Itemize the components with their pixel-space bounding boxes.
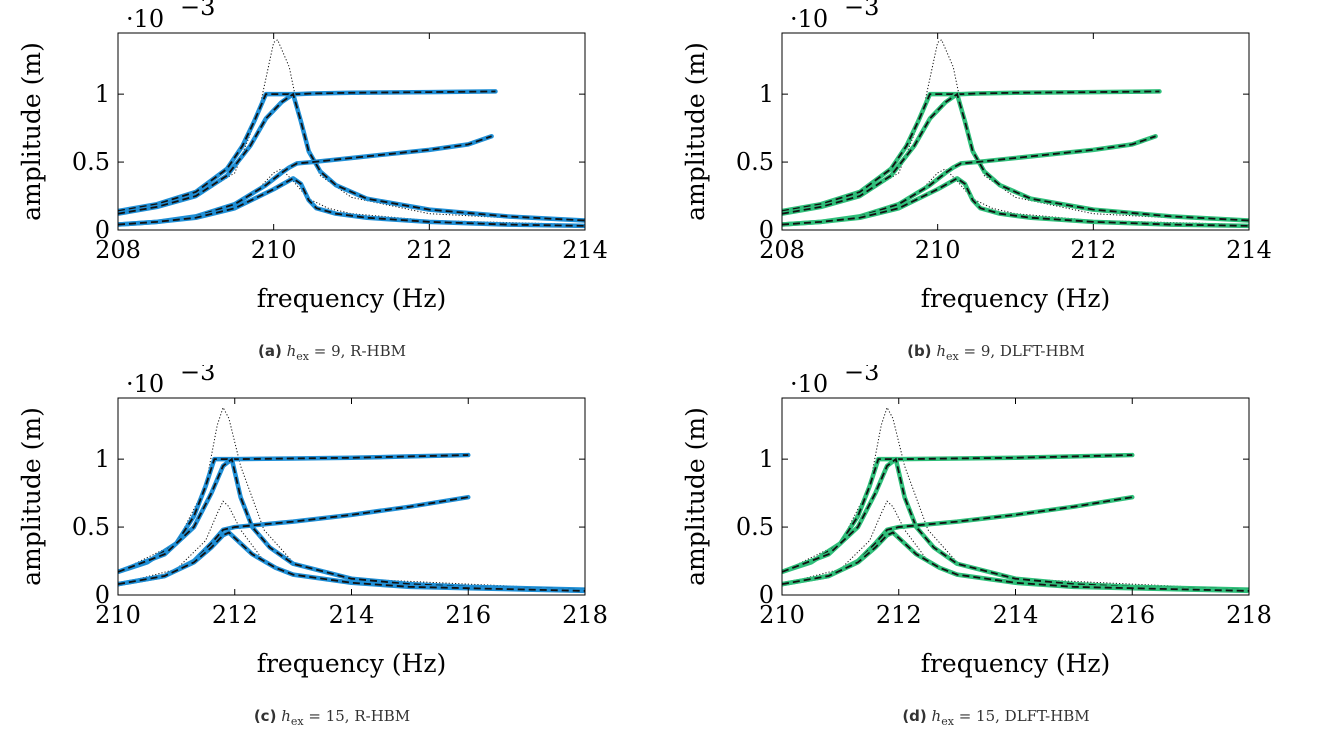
series-dashed-overlay-1 [782, 90, 1160, 212]
series-dashed-overlay-1 [118, 454, 469, 573]
x-tick-label: 214 [562, 236, 608, 264]
x-tick-label: 210 [759, 601, 805, 629]
x-axis-label: frequency (Hz) [257, 649, 447, 678]
chart-d: 210 212 214 216 218 0 0.5 1 ·10 −3 frequency (Hz) a… [681, 365, 1272, 678]
x-tick-label: 214 [329, 601, 375, 629]
y-tick-label: 0 [95, 581, 110, 609]
x-tick-label: 216 [1109, 601, 1155, 629]
plot-area [782, 39, 1249, 229]
chart-panel-d: 210 212 214 216 218 0 0.5 1 ·10 −3 frequency (Hz) a… [664, 365, 1328, 695]
plot-area [118, 406, 585, 594]
y-axis-exponent: −3 [844, 365, 879, 386]
x-axis-label: frequency (Hz) [257, 284, 447, 313]
y-tick-label: 1 [95, 445, 110, 473]
caption-a: (a) hex = 9, R-HBM [0, 342, 664, 363]
y-axis-multiplier: ·10 [126, 5, 164, 33]
y-axis-label: amplitude (m) [17, 42, 46, 221]
x-tick-label: 214 [1226, 236, 1272, 264]
x-axis-label: frequency (Hz) [921, 284, 1111, 313]
caption-subscript: ex [296, 350, 309, 363]
x-tick-label: 210 [251, 236, 297, 264]
chart-panel-a: 208 210 212 214 0 0.5 1 ·10 −3 frequency (Hz) ampl… [0, 0, 664, 330]
y-axis-label: amplitude (m) [681, 407, 710, 586]
y-axis-multiplier: ·10 [126, 370, 164, 398]
x-tick-label: 218 [1226, 601, 1272, 629]
series-dashed-overlay-3 [782, 496, 1133, 586]
y-tick-label: 1 [759, 80, 774, 108]
series-dashed-overlay-1 [118, 90, 496, 212]
series-dashed-overlay-4 [782, 531, 1249, 592]
chart-panel-b: 208 210 212 214 0 0.5 1 ·10 −3 frequency (Hz) ampl… [664, 0, 1328, 330]
x-tick-label: 212 [212, 601, 258, 629]
y-axis-label: amplitude (m) [17, 407, 46, 586]
caption-tag: (b) [907, 342, 932, 360]
caption-h-symbol: h [936, 342, 946, 360]
caption-tag: (d) [902, 707, 927, 725]
x-tick-label: 208 [759, 236, 805, 264]
plot-frame [117, 32, 586, 231]
caption-c: (c) hex = 15, R-HBM [0, 707, 664, 728]
x-tick-label: 212 [406, 236, 452, 264]
y-axis-multiplier: ·10 [790, 370, 828, 398]
x-tick-label: 214 [993, 601, 1039, 629]
caption-h-symbol: h [931, 707, 942, 725]
series-dashed-overlay-4 [118, 531, 585, 592]
caption-text: = 9, R-HBM [309, 342, 407, 360]
chart-b: 208 210 212 214 0 0.5 1 ·10 −3 frequency (Hz) ampl… [681, 0, 1272, 313]
caption-subscript: ex [290, 715, 304, 728]
chart-c: 210 212 214 216 218 0 0.5 1 ·10 −3 frequency (Hz) a… [17, 365, 608, 678]
series-dashed-overlay-3 [118, 496, 469, 586]
plot-area [118, 39, 585, 229]
caption-text: = 15, R-HBM [303, 707, 411, 725]
x-tick-label: 210 [915, 236, 961, 264]
reference-curve-1 [782, 39, 1249, 223]
plot-area [782, 406, 1249, 594]
reference-curve-1 [118, 39, 585, 223]
y-axis-label: amplitude (m) [681, 42, 710, 221]
caption-d: (d) hex = 15, DLFT-HBM [664, 707, 1328, 728]
x-tick-label: 218 [562, 601, 608, 629]
caption-tag: (c) [253, 707, 277, 725]
caption-subscript: ex [946, 350, 959, 363]
caption-h-symbol: h [281, 707, 291, 725]
y-tick-label: 1 [759, 445, 774, 473]
y-tick-label: 0.5 [736, 513, 774, 541]
series-line-1 [782, 452, 1135, 575]
caption-text: = 15, DLFT-HBM [953, 707, 1090, 725]
y-tick-label: 0.5 [736, 148, 774, 176]
x-tick-label: 216 [445, 601, 491, 629]
y-axis-exponent: −3 [180, 365, 215, 386]
x-tick-label: 212 [1070, 236, 1116, 264]
chart-a: 208 210 212 214 0 0.5 1 ·10 −3 frequency (Hz) ampl… [17, 0, 608, 313]
caption-subscript: ex [941, 715, 954, 728]
x-axis-label: frequency (Hz) [921, 649, 1111, 678]
y-tick-label: 0.5 [72, 513, 110, 541]
series-dashed-overlay-4 [118, 177, 585, 227]
x-tick-label: 212 [876, 601, 922, 629]
series-dashed-overlay-2 [118, 92, 585, 222]
caption-h-symbol: h [286, 342, 297, 360]
y-axis-exponent: −3 [844, 0, 879, 21]
y-tick-label: 1 [95, 80, 110, 108]
y-axis-multiplier: ·10 [790, 5, 828, 33]
series-dashed-overlay-4 [782, 177, 1249, 227]
series-line-1 [118, 452, 471, 575]
y-axis-exponent: −3 [180, 0, 215, 21]
caption-tag: (a) [257, 342, 282, 360]
caption-text: = 9, DLFT-HBM [958, 342, 1085, 360]
chart-panel-c: 210 212 214 216 218 0 0.5 1 ·10 −3 frequency (Hz) a… [0, 365, 664, 695]
series-dashed-overlay-1 [782, 454, 1133, 573]
x-tick-label: 208 [95, 236, 141, 264]
y-tick-label: 0.5 [72, 148, 110, 176]
y-tick-label: 0 [759, 581, 774, 609]
x-tick-label: 210 [95, 601, 141, 629]
y-tick-label: 0 [95, 216, 110, 244]
series-dashed-overlay-2 [782, 92, 1249, 222]
plot-frame [781, 32, 1250, 231]
y-tick-label: 0 [759, 216, 774, 244]
caption-b: (b) hex = 9, DLFT-HBM [664, 342, 1328, 363]
